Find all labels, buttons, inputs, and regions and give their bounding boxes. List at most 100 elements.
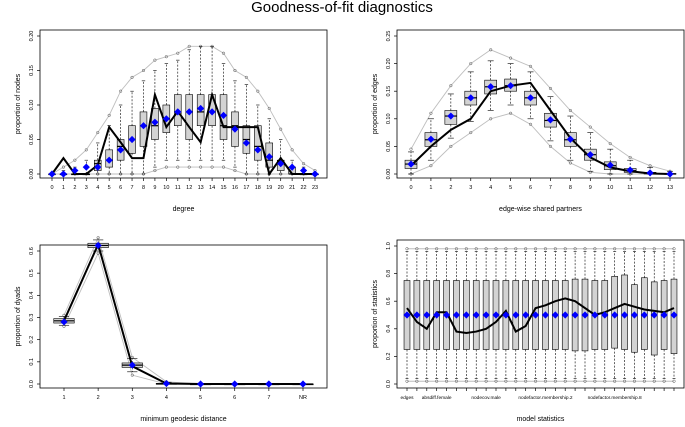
outlier-point	[429, 111, 433, 115]
outlier-point	[279, 127, 283, 131]
x-tick-label: 7	[267, 395, 270, 401]
outlier-point	[119, 89, 123, 93]
outlier-point	[528, 122, 533, 126]
y-tick-label: 0.2	[29, 336, 35, 344]
outlier-point	[429, 164, 433, 168]
x-tick-label: 10	[607, 185, 613, 191]
y-axis-label: proportion of nodes	[15, 73, 22, 134]
outlier-point	[608, 142, 612, 146]
outlier-point	[469, 131, 473, 135]
y-tick-label: 0.20	[386, 58, 392, 69]
simulation-range-line	[51, 45, 316, 175]
outlier-point	[425, 247, 429, 251]
outlier-point	[454, 379, 458, 383]
outlier-point	[221, 165, 226, 169]
x-tick-label: 4	[165, 395, 168, 401]
outlier-point	[642, 379, 646, 383]
sim-mean-diamond	[48, 170, 56, 178]
outlier-point	[534, 379, 538, 383]
sim-mean-diamond	[482, 311, 490, 319]
x-tick-label: 8	[142, 185, 145, 191]
sim-mean-diamond	[646, 169, 654, 177]
outlier-point	[662, 379, 666, 383]
y-tick-label: 1.0	[386, 242, 392, 250]
outlier-point	[107, 113, 111, 117]
outlier-point	[573, 247, 577, 251]
outlier-point	[130, 75, 134, 79]
outlier-point	[409, 147, 413, 151]
x-tick-label: 5	[509, 185, 512, 191]
outlier-point	[504, 379, 508, 383]
sim-mean-diamond	[59, 170, 68, 178]
outlier-point	[593, 247, 597, 251]
y-axis-label: proportion of dyads	[15, 286, 22, 346]
outlier-point	[415, 247, 419, 251]
sim-mean-diamond	[196, 380, 205, 388]
y-tick-label: 0.6	[386, 297, 392, 305]
y-tick-label: 0.3	[29, 314, 35, 322]
outlier-point	[652, 379, 656, 383]
sim-mean-diamond	[299, 380, 307, 388]
outlier-point	[153, 169, 157, 173]
y-tick-label: 0.20	[29, 31, 35, 42]
outlier-point	[632, 247, 636, 251]
outlier-point	[469, 62, 473, 66]
outlier-point	[588, 125, 592, 129]
sim-mean-diamond	[60, 318, 68, 326]
outlier-point	[613, 247, 617, 251]
sim-mean-diamond	[581, 311, 589, 319]
sim-mean-diamond	[82, 163, 90, 171]
degree-panel: 0.000.050.100.150.200 1 2 3 4 5 6 7 8 9 10 11 12 13 14…	[15, 29, 328, 213]
outlier-point	[96, 251, 100, 255]
x-tick-label: 1	[62, 185, 65, 191]
outlier-point	[509, 111, 513, 115]
outlier-point	[489, 48, 493, 52]
outlier-point	[548, 86, 553, 90]
outlier-point	[415, 379, 419, 383]
plot-frame	[39, 244, 328, 389]
y-tick-label: 0.1	[29, 358, 35, 366]
outlier-point	[256, 89, 260, 93]
sim-mean-diamond	[105, 156, 113, 164]
sim-mean-diamond	[606, 161, 614, 169]
outlier-point	[662, 247, 666, 251]
outlier-point	[164, 55, 168, 59]
outlier-point	[267, 106, 271, 110]
outlier-point	[514, 379, 518, 383]
x-tick-label: 4	[96, 185, 99, 191]
outlier-point	[210, 165, 214, 169]
distance-panel: 0.0 0.1 0.2 0.3 0.4 0.5 0.6 1 2 3 4 5 6 7 NR minimum ge…	[15, 236, 328, 423]
outlier-point	[553, 379, 557, 383]
outlier-point	[435, 379, 439, 383]
sim-mean-diamond	[586, 151, 594, 159]
outlier-point	[84, 148, 88, 152]
x-tick-label: 16	[232, 185, 238, 191]
y-tick-label: 0.0	[386, 380, 392, 388]
y-axis-label: proportion of edges	[372, 73, 379, 134]
sim-mean-diamond	[626, 166, 634, 174]
sim-mean-diamond	[591, 311, 599, 319]
outlier-point	[302, 162, 306, 166]
outlier-point	[425, 379, 429, 383]
sim-mean-diamond	[433, 311, 441, 319]
outlier-point	[524, 247, 528, 251]
outlier-point	[489, 117, 493, 121]
x-tick-label: 5	[108, 185, 111, 191]
sim-mean-diamond	[139, 122, 148, 130]
outlier-point	[233, 169, 237, 173]
sim-mean-diamond	[94, 163, 102, 171]
observed-line	[51, 90, 315, 177]
sim-mean-diamond	[546, 116, 555, 124]
y-tick-label: 0.10	[386, 113, 392, 124]
sim-mean-diamond	[531, 311, 540, 319]
x-tick-label: 10	[163, 185, 169, 191]
x-tick-label: edges	[400, 395, 414, 401]
outlier-point	[628, 155, 632, 159]
sim-mean-diamond	[265, 153, 273, 161]
x-axis-label: minimum geodesic distance	[140, 416, 226, 423]
sim-mean-diamond	[185, 108, 193, 116]
x-tick-label: nodefactor.membership.2	[518, 395, 572, 401]
outlier-point	[445, 247, 449, 251]
outlier-point	[199, 165, 203, 169]
sim-mean-diamond	[561, 311, 569, 319]
